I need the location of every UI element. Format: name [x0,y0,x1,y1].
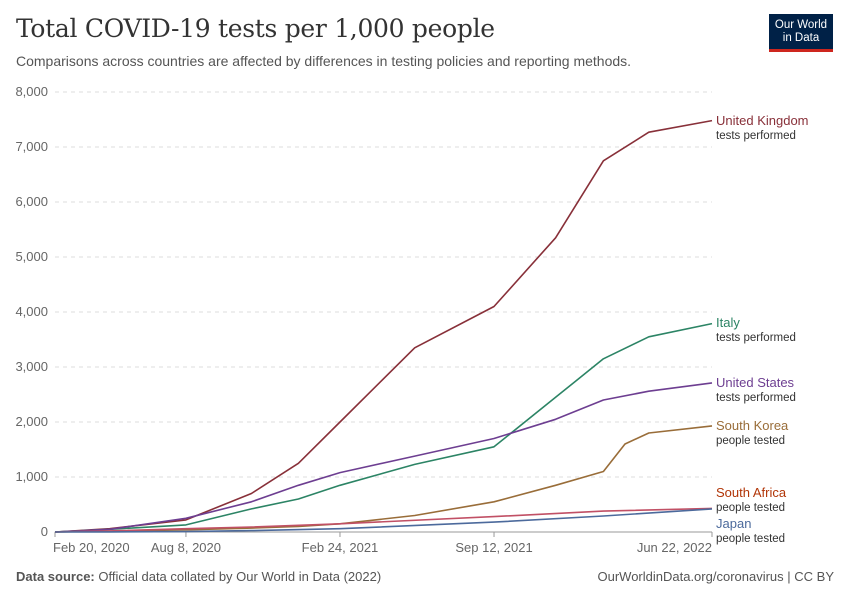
footer-link[interactable]: OurWorldinData.org/coronavirus | CC BY [597,569,834,584]
logo-line-1: Our World [774,18,828,31]
series-lines [54,119,713,533]
grid-lines [55,91,712,533]
series-label: South Africa [716,485,787,500]
series-note: tests performed [716,332,796,344]
y-tick-label: 4,000 [15,304,48,319]
y-tick-label: 5,000 [15,249,48,264]
series-label: United States [716,375,795,390]
series-note: people tested [716,435,785,447]
series-line [54,382,713,533]
x-tick-label: Feb 24, 2021 [302,540,379,555]
y-tick-label: 8,000 [15,84,48,99]
x-tick-label: Sep 12, 2021 [455,540,532,555]
data-source-label: Data source: [16,569,95,584]
series-label: Japan [716,516,751,531]
x-axis: Feb 20, 2020 Aug 8, 2020 Feb 24, 2021 Sep 1… [53,532,713,555]
chart-subtitle: Comparisons across countries are affecte… [16,53,632,69]
series-note: tests performed [716,392,796,404]
series-label: Italy [716,315,740,330]
y-tick-label: 6,000 [15,194,48,209]
series-label: United Kingdom [716,113,809,128]
series-note: tests performed [716,130,796,142]
owid-logo[interactable]: Our World in Data [769,14,833,52]
data-source-text: Official data collated by Our World in D… [98,569,382,584]
series-note: people tested [716,502,785,514]
y-tick-label: 3,000 [15,359,48,374]
y-tick-label: 0 [41,524,48,539]
x-tick-label: Aug 8, 2020 [151,540,221,555]
x-tick-label: Jun 22, 2022 [637,540,712,555]
series-label: South Korea [716,418,789,433]
data-source: Data source: Official data collated by O… [16,569,381,584]
logo-line-2: in Data [782,31,820,44]
y-tick-label: 1,000 [15,469,48,484]
x-tick-label: Feb 20, 2020 [53,540,130,555]
series-line [54,508,713,533]
series-note: people tested [716,533,785,545]
series-labels: United Kingdom tests performed Italy tests … [716,113,809,545]
chart-title: Total COVID-19 tests per 1,000 people [16,14,495,43]
series-line [54,119,713,533]
y-axis-ticks: 0 1,000 2,000 3,000 4,000 5,000 6,000 7,000 8,00… [15,84,48,539]
series-line [54,425,713,533]
y-tick-label: 2,000 [15,414,48,429]
series-line [54,507,713,533]
series-line [54,322,713,533]
y-tick-label: 7,000 [15,139,48,154]
